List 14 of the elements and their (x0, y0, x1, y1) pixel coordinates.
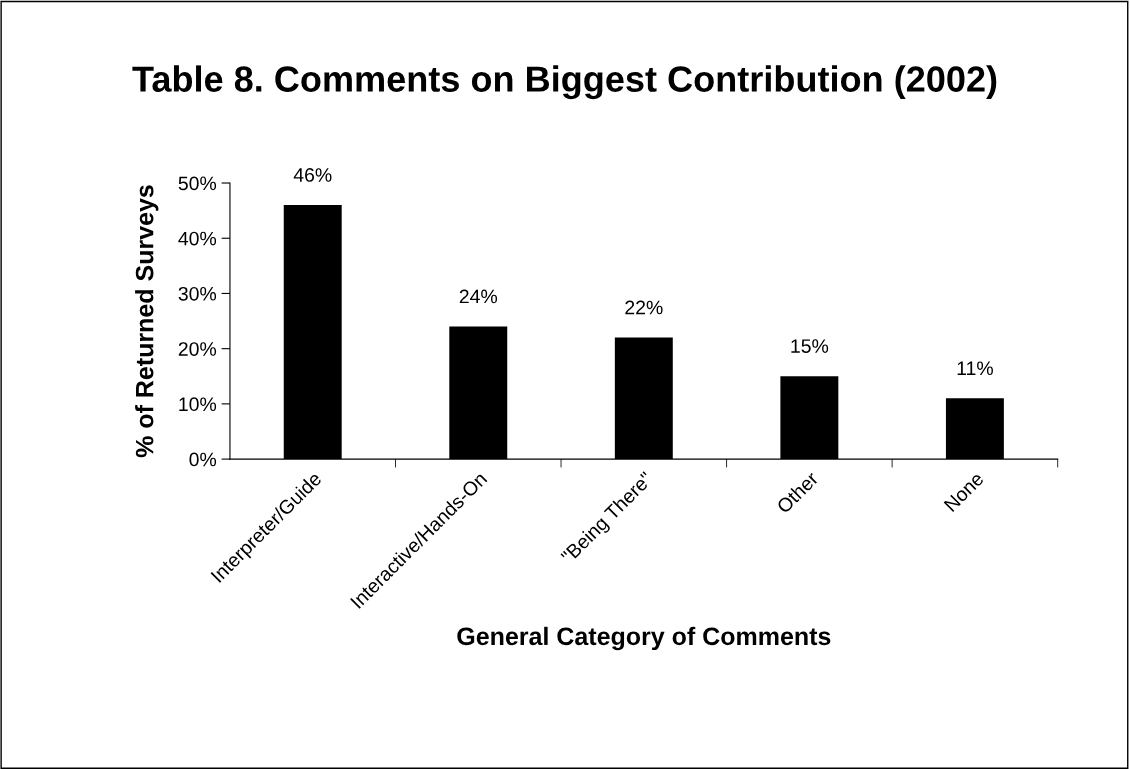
data-label: 11% (957, 361, 993, 375)
y-tick-label: 40% (178, 231, 217, 246)
y-tick-label: 10% (179, 397, 217, 412)
y-tick-label: 20% (178, 342, 217, 356)
data-label: 24% (459, 289, 498, 304)
y-tick-label: 0% (189, 452, 217, 467)
y-tick-label: 50% (178, 176, 217, 191)
y-tick-label: 30% (178, 286, 217, 301)
y-axis-title: % of Returned Surveys (135, 185, 159, 458)
x-axis-title: General Category of Comments (457, 626, 831, 651)
chart-title: Table 8. Comments on Biggest Contribution (2002) (132, 65, 997, 100)
data-label: 22% (625, 300, 663, 315)
data-label: 46% (293, 168, 332, 182)
data-label: 15% (791, 339, 829, 353)
